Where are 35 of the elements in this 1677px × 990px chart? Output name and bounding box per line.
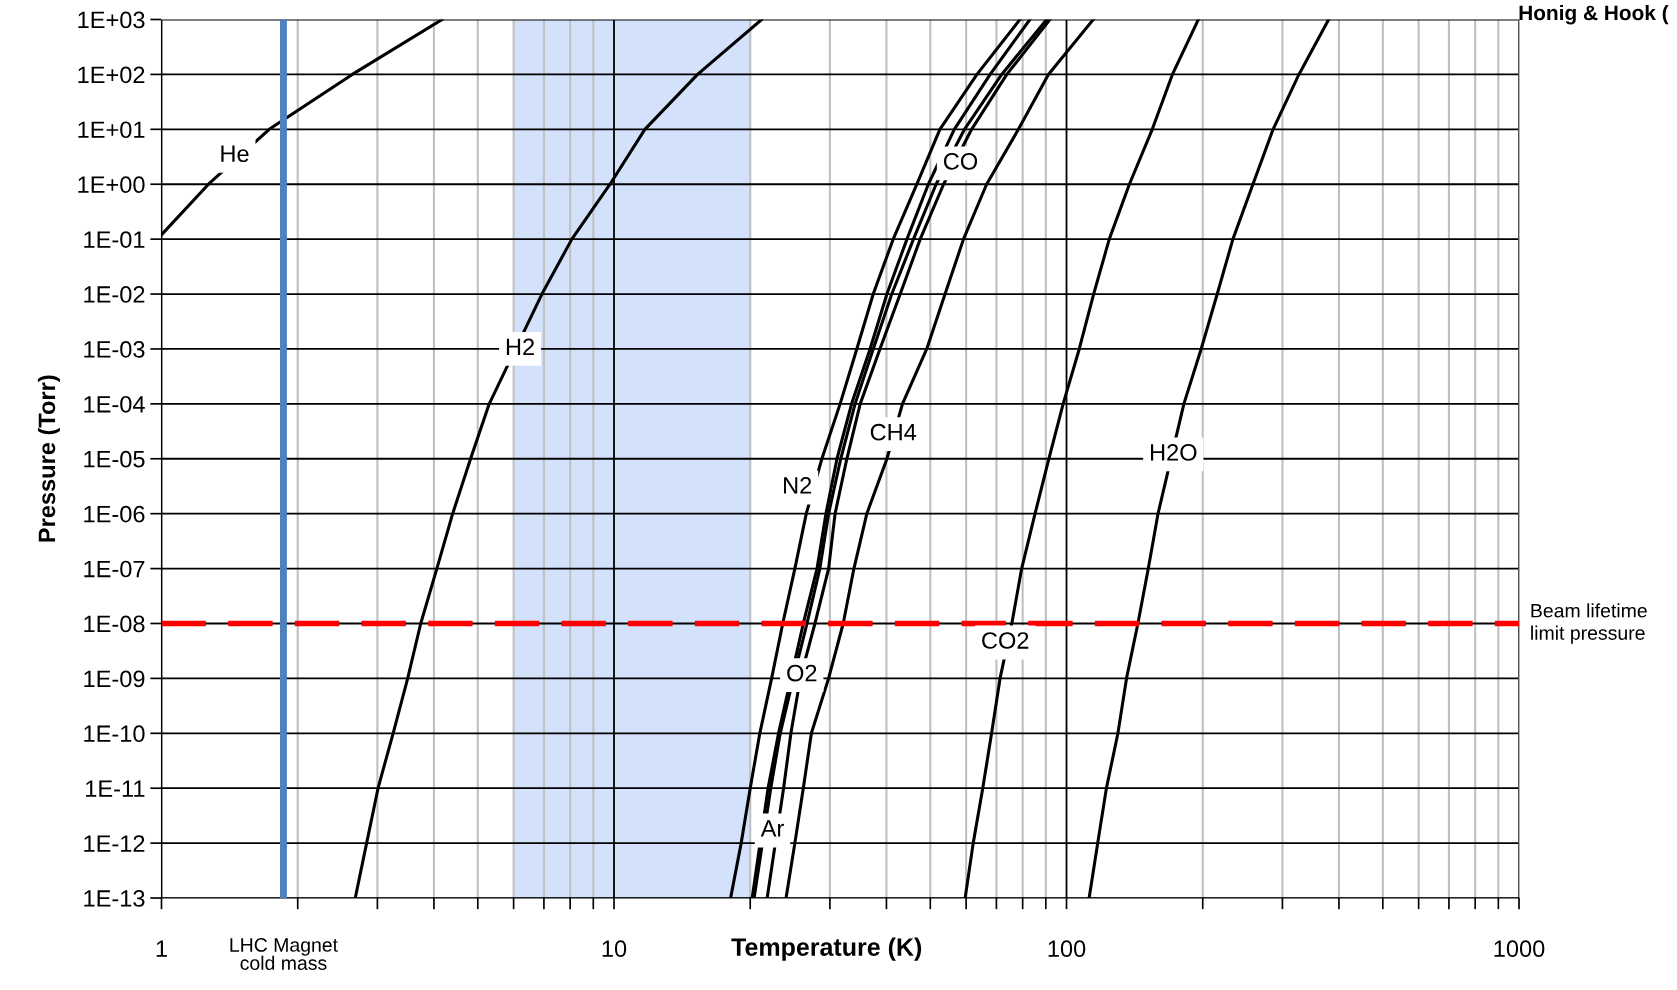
annotation: He [221,145,249,163]
y-tick-label: 1E-01 [84,231,145,248]
annotation: CH4 [870,423,917,441]
annotation: O2 [787,664,817,682]
y-tick-label: 1E-10 [84,725,145,743]
y-tick-label: 1E-08 [84,615,145,633]
y-tick-label: 1E+03 [78,11,145,29]
y-tick-label: 1E-06 [84,505,145,523]
annotation: N2 [784,477,812,494]
x-axis-title: Temperature (K) [731,937,922,961]
y-tick-label: 1E-03 [84,341,145,358]
y-tick-label: 1E-12 [84,835,145,852]
y-tick-label: 1E-13 [84,890,145,907]
y-tick-label: 1E-04 [84,395,145,413]
y-tick-label: 1E-09 [84,670,145,688]
y-tick-label: 1E+02 [78,66,145,84]
x-tick-label: 1 [156,940,167,957]
annotation: CO [943,152,978,170]
ref-line-label: LHC Magnet cold mass [230,938,338,970]
y-tick-label: 1E+01 [78,121,145,139]
y-tick-label: 1E-07 [84,560,145,578]
y-tick-label: 1E-05 [84,450,145,468]
y-tick-label: 1E-02 [84,286,145,303]
annotation: CO2 [982,632,1029,649]
ref-line-label: Beam lifetime limit pressure [1531,603,1647,644]
annotation: H2O [1150,444,1197,461]
x-tick-label: 10 [602,940,627,958]
y-axis-title: Pressure (Torr) [37,375,60,542]
annotation: H2 [506,338,534,356]
x-tick-label: 1000 [1494,940,1545,958]
x-tick-label: 100 [1048,940,1086,958]
annotation: Ar [760,820,784,837]
y-tick-label: 1E+00 [78,176,145,194]
text: Honig & Hook ( [1519,4,1669,25]
y-tick-label: 1E-11 [86,780,145,797]
